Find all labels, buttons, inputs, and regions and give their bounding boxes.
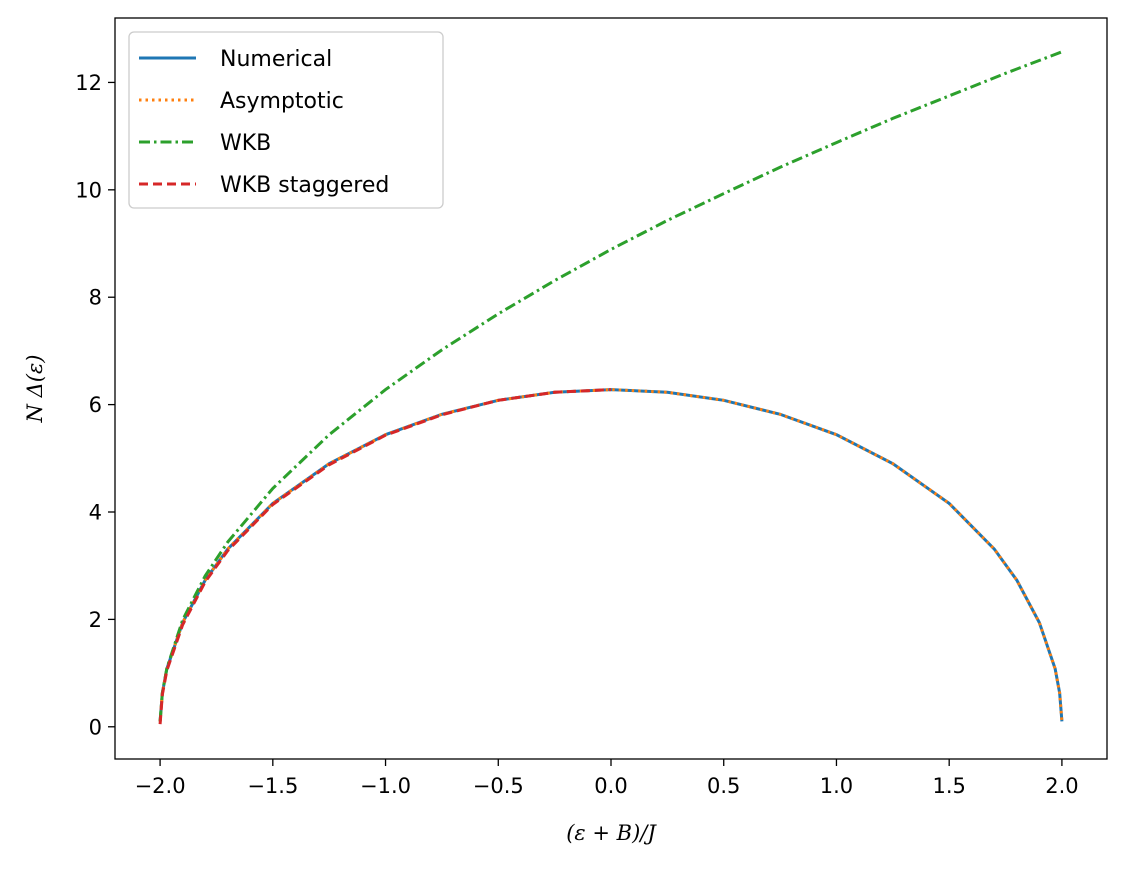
legend: Numerical Asymptotic WKB WKB staggered [128, 31, 444, 209]
series-line-asymptotic [158, 388, 1064, 722]
x-tick-label: 1.5 [932, 774, 965, 798]
x-tick-label: −1.5 [247, 774, 298, 798]
series-line-wkb [158, 50, 1063, 722]
x-tick-label: 0.0 [594, 774, 627, 798]
y-tick-label: 0 [89, 715, 102, 739]
legend-box [128, 31, 444, 209]
y-tick-label: 4 [89, 501, 102, 525]
y-tick-label: 12 [75, 71, 102, 95]
y-tick-label: 8 [89, 286, 102, 310]
x-axis-label: (ε + B)/J [566, 821, 657, 845]
legend-entry: Numerical [220, 47, 332, 72]
y-tick-label: 2 [89, 608, 102, 632]
y-ticks: 0 2 4 6 8 10 12 [75, 71, 115, 739]
legend-entry: WKB [220, 131, 271, 156]
y-tick-label: 10 [75, 178, 102, 202]
series-layer [158, 50, 1064, 725]
y-tick-label: 6 [89, 393, 102, 417]
x-tick-label: 0.5 [707, 774, 740, 798]
series-line-wkb-staggered [158, 388, 612, 725]
x-tick-label: 2.0 [1045, 774, 1078, 798]
legend-entry: WKB staggered [220, 173, 389, 198]
legend-entry: Asymptotic [220, 89, 344, 114]
x-tick-label: −1.0 [360, 774, 411, 798]
x-ticks: −2.0 −1.5 −1.0 −0.5 0.0 0.5 1.0 1.5 2.0 [135, 759, 1079, 798]
x-tick-label: −2.0 [135, 774, 186, 798]
y-axis-label: N Δ(ε) [23, 355, 47, 424]
x-tick-label: −0.5 [473, 774, 524, 798]
x-tick-label: 1.0 [820, 774, 853, 798]
